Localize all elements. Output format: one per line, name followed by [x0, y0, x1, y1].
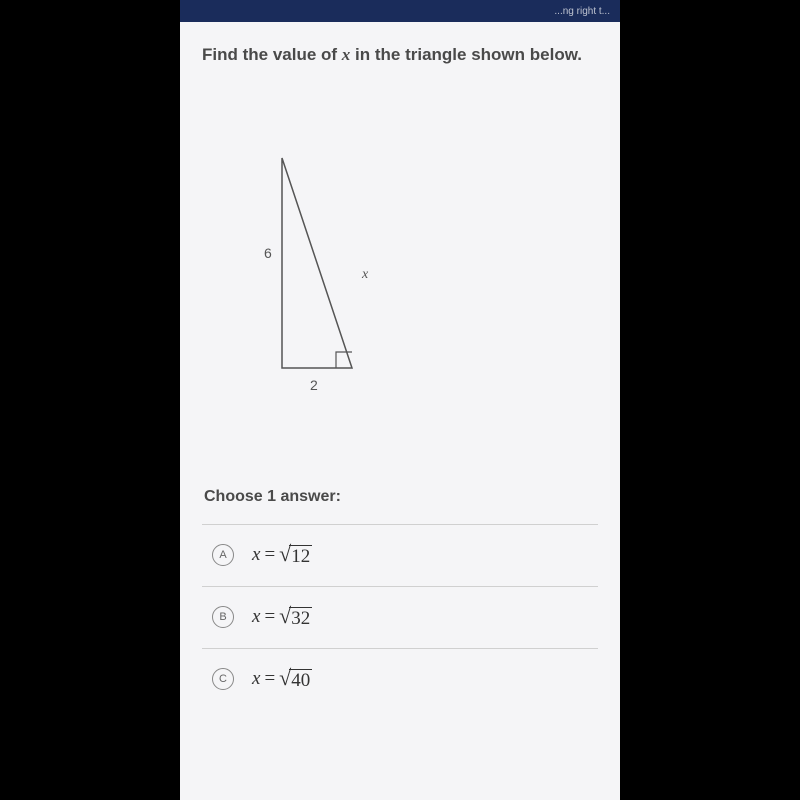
formula-var-c: x	[252, 668, 260, 690]
top-bar-partial-text: ...ng right t...	[554, 6, 610, 17]
option-formula-a: x = √ 12	[252, 543, 312, 568]
answer-option-c[interactable]: C x = √ 40	[202, 648, 598, 702]
triangle-shape	[282, 158, 352, 368]
question-prefix: Find the value of	[202, 45, 342, 64]
option-formula-c: x = √ 40	[252, 667, 312, 692]
content-area: Find the value of x in the triangle show…	[180, 22, 620, 702]
sqrt-b: √ 32	[279, 605, 312, 630]
sqrt-value-c: 40	[289, 669, 312, 692]
question-text: Find the value of x in the triangle show…	[202, 42, 598, 68]
leg-label: x	[361, 267, 369, 282]
option-letter-c: C	[212, 668, 234, 690]
sqrt-value-b: 32	[289, 607, 312, 630]
option-letter-a: A	[212, 544, 234, 566]
sqrt-a: √ 12	[279, 543, 312, 568]
formula-var-b: x	[252, 606, 260, 628]
base-label: 2	[310, 377, 318, 393]
triangle-svg: 6 x 2	[252, 128, 392, 408]
option-formula-b: x = √ 32	[252, 605, 312, 630]
formula-equals-b: =	[264, 606, 275, 628]
option-letter-b: B	[212, 606, 234, 628]
sqrt-value-a: 12	[289, 545, 312, 568]
formula-var-a: x	[252, 544, 260, 566]
phone-screen: ...ng right t... Find the value of x in …	[180, 0, 620, 800]
hypotenuse-label: 6	[264, 245, 272, 261]
question-suffix: in the triangle shown below.	[350, 45, 582, 64]
answer-option-a[interactable]: A x = √ 12	[202, 524, 598, 586]
formula-equals-a: =	[264, 544, 275, 566]
top-nav-bar: ...ng right t...	[180, 0, 620, 22]
triangle-diagram: 6 x 2	[202, 128, 598, 408]
choose-prompt: Choose 1 answer:	[202, 488, 598, 506]
answer-option-b[interactable]: B x = √ 32	[202, 586, 598, 648]
sqrt-c: √ 40	[279, 667, 312, 692]
formula-equals-c: =	[264, 668, 275, 690]
